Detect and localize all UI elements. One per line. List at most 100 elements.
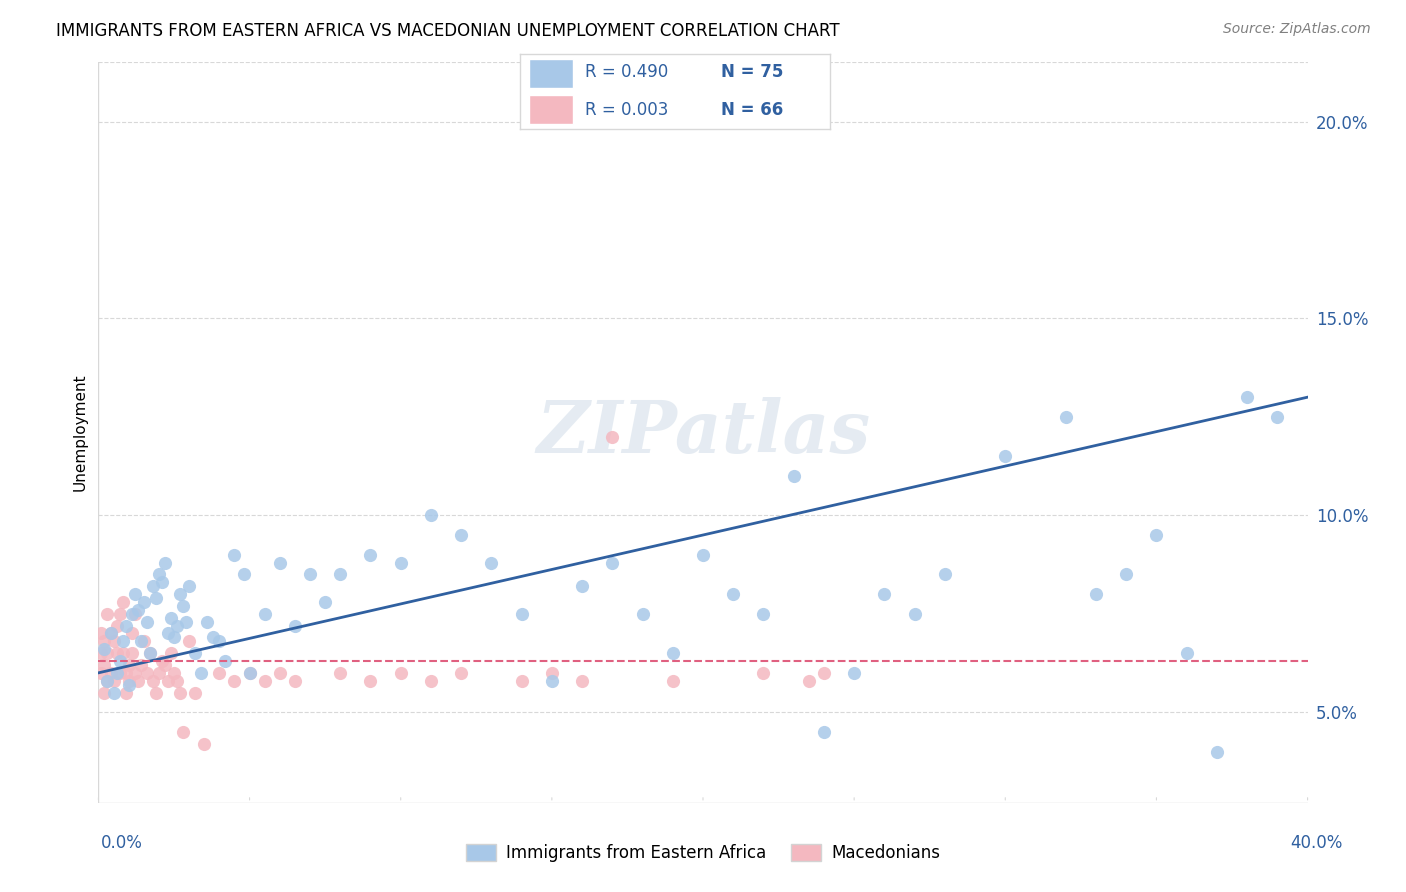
Point (108, 654, 131, 668)
Point (114, 618, 136, 632)
Text: 40.0%: 40.0% (1291, 834, 1343, 852)
Point (284, 673, 307, 688)
Point (153, 657, 176, 672)
Point (329, 567, 352, 582)
Point (105, 665, 128, 680)
Point (127, 603, 149, 617)
Point (360, 673, 382, 688)
FancyBboxPatch shape (530, 95, 572, 124)
Point (129, 634, 152, 648)
Point (1236, 390, 1258, 404)
Text: IMMIGRANTS FROM EASTERN AFRICA VS MACEDONIAN UNEMPLOYMENT CORRELATION CHART: IMMIGRANTS FROM EASTERN AFRICA VS MACEDO… (56, 22, 839, 40)
Point (284, 618, 307, 632)
Point (127, 673, 149, 688)
Point (934, 567, 956, 582)
Point (224, 673, 246, 688)
Point (752, 607, 775, 621)
Point (208, 665, 231, 680)
Point (420, 508, 443, 523)
Point (994, 449, 1017, 463)
Point (105, 618, 128, 632)
Point (723, 587, 745, 601)
Point (813, 665, 835, 680)
Point (150, 654, 173, 668)
Point (142, 579, 165, 593)
Point (1115, 567, 1137, 582)
Point (571, 673, 593, 688)
Point (111, 595, 134, 609)
Point (510, 607, 533, 621)
Point (156, 626, 179, 640)
Point (163, 631, 186, 645)
Point (1267, 409, 1289, 424)
Point (208, 634, 231, 648)
Point (193, 737, 215, 751)
Text: R = 0.003: R = 0.003 (585, 101, 668, 119)
Text: N = 66: N = 66 (721, 101, 783, 119)
Point (904, 607, 927, 621)
Point (166, 673, 188, 688)
Point (93, 657, 115, 672)
Point (253, 607, 276, 621)
Point (813, 725, 835, 739)
Point (90, 665, 112, 680)
Point (661, 673, 683, 688)
Point (602, 429, 624, 443)
Point (160, 611, 183, 625)
Point (873, 587, 896, 601)
Point (114, 685, 136, 699)
Point (844, 665, 866, 680)
Point (118, 657, 141, 672)
Point (172, 599, 194, 613)
Point (148, 567, 170, 582)
Point (179, 579, 201, 593)
Point (121, 626, 143, 640)
Point (174, 615, 197, 629)
Point (360, 548, 382, 562)
Point (135, 665, 157, 680)
Point (100, 665, 122, 680)
Point (239, 665, 262, 680)
Point (232, 567, 254, 582)
Point (1175, 646, 1198, 660)
Point (540, 665, 562, 680)
Point (184, 685, 207, 699)
Point (169, 587, 191, 601)
Point (389, 556, 412, 570)
Point (103, 634, 125, 648)
Point (129, 657, 152, 672)
Point (172, 725, 194, 739)
Point (202, 631, 225, 645)
Point (96, 646, 118, 660)
Point (450, 528, 472, 542)
Y-axis label: Unemployment: Unemployment (72, 374, 87, 491)
Point (1054, 409, 1077, 424)
Point (253, 673, 276, 688)
Point (602, 556, 624, 570)
Point (124, 587, 146, 601)
Point (139, 646, 162, 660)
Point (239, 665, 262, 680)
Point (114, 665, 136, 680)
Point (631, 607, 654, 621)
Point (145, 591, 167, 605)
Point (135, 615, 157, 629)
Point (148, 665, 170, 680)
Point (93, 642, 115, 657)
Point (1085, 587, 1108, 601)
Point (269, 556, 291, 570)
Point (121, 607, 143, 621)
Point (153, 556, 176, 570)
Point (111, 646, 134, 660)
Point (93, 685, 115, 699)
Point (132, 595, 155, 609)
Point (692, 548, 714, 562)
Point (93, 634, 115, 648)
Point (100, 626, 122, 640)
Point (420, 673, 443, 688)
FancyBboxPatch shape (530, 59, 572, 87)
Point (108, 665, 131, 680)
Point (389, 665, 412, 680)
Point (105, 646, 128, 660)
Point (190, 665, 212, 680)
